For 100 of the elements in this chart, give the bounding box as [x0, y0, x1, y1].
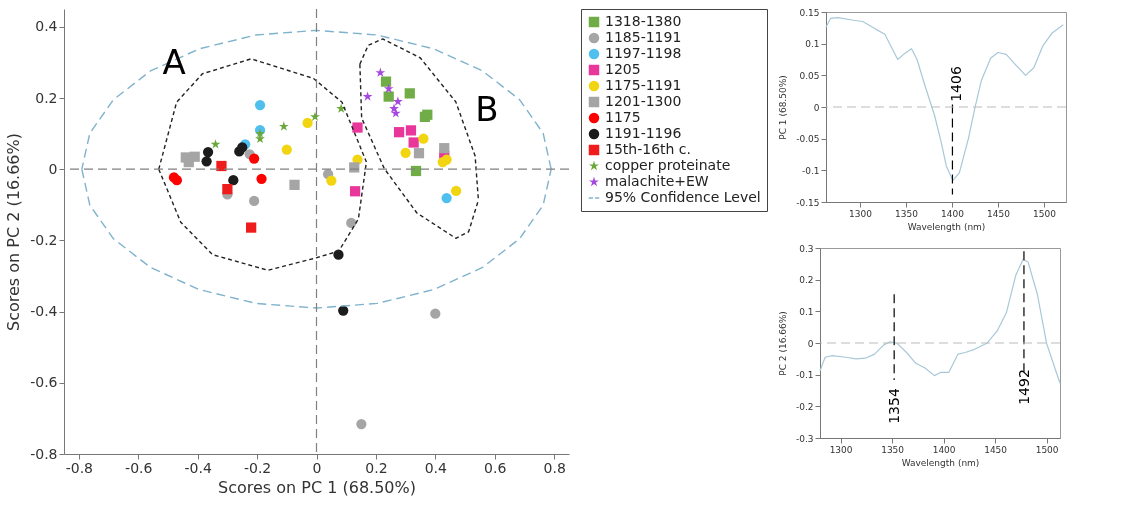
point — [228, 175, 239, 186]
annotation: A — [162, 42, 186, 82]
point — [410, 165, 422, 177]
legend-label: 15th-16th c. — [605, 141, 692, 157]
point — [310, 111, 320, 122]
y-tick-label: 0.15 — [799, 7, 820, 18]
annotation: 1354 — [886, 388, 902, 424]
point — [418, 133, 429, 144]
x-axis-title: Wavelength (nm) — [901, 457, 980, 468]
y-tick-label: -0.4 — [30, 303, 58, 320]
point — [210, 139, 221, 149]
point — [281, 144, 292, 155]
point — [450, 185, 462, 197]
x-tick-label: 1300 — [849, 208, 873, 219]
x-tick-label: 0.2 — [365, 459, 388, 476]
point — [201, 156, 212, 167]
point — [390, 108, 401, 118]
point — [349, 186, 361, 197]
x-tick-label: 1300 — [829, 444, 853, 455]
point — [439, 143, 450, 154]
legend-label: 1185-1191 — [605, 29, 682, 45]
x-tick-label: 1500 — [1035, 444, 1059, 455]
point — [356, 418, 367, 430]
point — [326, 175, 337, 186]
legend-label: 1197-1198 — [605, 45, 682, 61]
y-tick-label: -0.6 — [30, 374, 58, 391]
point — [254, 100, 266, 111]
y-tick-label: 0.1 — [805, 39, 820, 50]
point — [336, 103, 347, 113]
x-tick-label: 1400 — [932, 444, 956, 455]
y-tick-label: 0 — [813, 102, 820, 113]
x-tick-label: 1400 — [941, 208, 965, 219]
point — [362, 91, 373, 101]
point — [405, 125, 417, 136]
x-tick-label: -0.4 — [184, 459, 212, 476]
point — [383, 83, 394, 93]
point — [222, 184, 233, 195]
point — [430, 308, 441, 319]
point — [289, 179, 300, 190]
x-tick-label: 0.4 — [424, 459, 448, 476]
point — [393, 127, 405, 138]
x-tick-label: -0.8 — [65, 459, 94, 476]
point — [256, 173, 267, 184]
y-axis-title: Scores on PC 2 (16.66%) — [4, 133, 24, 331]
point — [352, 122, 363, 133]
y-tick-label: -0.2 — [795, 401, 814, 412]
y-tick-label: 0.4 — [35, 18, 58, 35]
point — [202, 147, 214, 158]
legend-label: 95% Confidence Level — [605, 189, 761, 205]
y-tick-label: 0.05 — [799, 70, 820, 81]
point — [216, 160, 227, 172]
y-tick-label: -0.1 — [801, 165, 820, 176]
point — [441, 192, 452, 204]
point — [400, 147, 411, 158]
y-tick-label: -0.15 — [796, 197, 820, 208]
point — [380, 76, 392, 87]
x-tick-label: 1500 — [1032, 208, 1057, 219]
point — [375, 67, 386, 77]
x-tick-label: -0.6 — [125, 459, 153, 476]
y-tick-label: -0.2 — [30, 231, 58, 248]
x-tick-label: 0 — [312, 459, 322, 476]
x-tick-label: 1450 — [987, 208, 1011, 219]
legend-label: 1318-1380 — [605, 13, 682, 29]
y-tick-label: 0.2 — [799, 275, 814, 286]
point — [246, 222, 257, 233]
x-tick-label: 1350 — [895, 208, 919, 219]
y-tick-label: -0.1 — [795, 370, 814, 381]
point — [278, 121, 289, 131]
point — [441, 154, 452, 165]
y-tick-label: -0.05 — [796, 134, 820, 145]
legend-label: 1205 — [605, 61, 641, 77]
legend-label: 1175 — [605, 109, 641, 125]
point — [349, 162, 360, 173]
x-tick-label: 1350 — [881, 444, 905, 455]
x-tick-label: 0.6 — [484, 459, 507, 476]
point — [404, 88, 415, 99]
legend-label: 1191-1196 — [605, 125, 682, 141]
y-tick-label: 0.1 — [799, 306, 814, 317]
line-series — [825, 17, 1064, 182]
legend-label: 1175-1191 — [605, 77, 682, 93]
y-tick-label: 0.3 — [799, 243, 814, 254]
annotation: 1406 — [948, 66, 964, 102]
point — [393, 96, 403, 106]
legend-label: 1201-1300 — [605, 93, 682, 109]
annotation: B — [475, 89, 499, 129]
legend-label: malachite+EW — [605, 173, 709, 189]
x-tick-label: 1450 — [984, 444, 1008, 455]
point — [346, 217, 357, 229]
point — [413, 148, 425, 159]
x-tick-label: -0.2 — [243, 459, 272, 476]
legend-label: copper proteinate — [605, 157, 731, 173]
y-tick-label: -0.3 — [795, 433, 814, 444]
x-axis-title: Scores on PC 1 (68.50%) — [218, 477, 416, 497]
x-axis-title: Wavelength (nm) — [907, 221, 986, 232]
annotation: 1492 — [1016, 369, 1032, 405]
point — [302, 117, 313, 129]
point — [248, 195, 260, 206]
y-tick-label: 0 — [48, 160, 58, 177]
point — [408, 137, 419, 148]
y-tick-label: 0 — [807, 338, 814, 349]
